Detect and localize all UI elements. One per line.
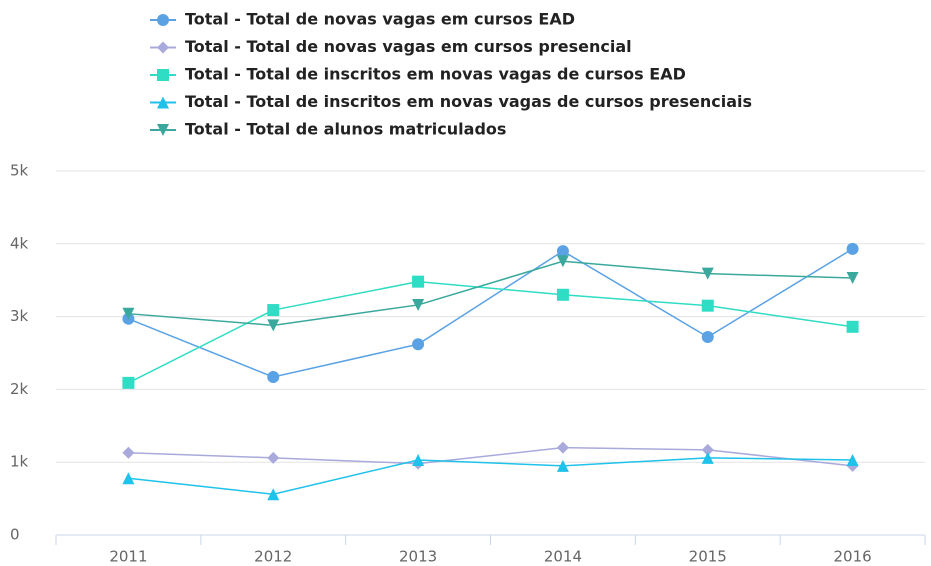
marker — [122, 446, 135, 459]
y-tick-label: 3k — [10, 307, 29, 325]
y-tick-label: 0 — [10, 526, 20, 544]
legend-label: Total - Total de alunos matriculados — [185, 120, 506, 139]
x-tick-label: 2012 — [254, 548, 292, 566]
marker — [157, 14, 169, 26]
marker — [122, 472, 135, 485]
marker — [267, 319, 280, 332]
marker — [122, 376, 135, 389]
x-tick-label: 2013 — [399, 548, 437, 566]
marker — [846, 454, 859, 467]
legend-label: Total - Total de novas vagas em cursos p… — [185, 37, 632, 56]
marker — [701, 330, 714, 343]
line — [128, 280, 853, 384]
marker — [846, 320, 859, 333]
x-tick-label: 2014 — [544, 548, 582, 566]
marker — [412, 454, 425, 467]
y-tick-label: 2k — [10, 380, 29, 398]
x-tick-label: 2015 — [689, 548, 727, 566]
marker — [412, 298, 425, 311]
marker — [267, 304, 280, 317]
marker — [157, 69, 169, 81]
marker — [412, 275, 425, 288]
marker — [412, 338, 425, 351]
marker — [556, 245, 569, 258]
marker — [556, 441, 569, 454]
marker — [122, 307, 135, 320]
line — [128, 260, 853, 327]
y-tick-label: 4k — [10, 234, 29, 252]
series — [122, 275, 859, 389]
legend-item: Total - Total de novas vagas em cursos E… — [150, 10, 575, 29]
y-tick-label: 1k — [10, 453, 29, 471]
legend-label: Total - Total de inscritos em novas vaga… — [185, 92, 752, 111]
marker — [157, 124, 169, 136]
series — [122, 242, 859, 384]
marker — [157, 96, 169, 109]
marker — [556, 459, 569, 472]
marker — [846, 272, 859, 285]
legend-item: Total - Total de inscritos em novas vaga… — [150, 92, 752, 111]
legend-label: Total - Total de inscritos em novas vaga… — [185, 65, 686, 84]
marker — [556, 288, 569, 301]
series — [122, 441, 859, 472]
x-tick-label: 2011 — [109, 548, 147, 566]
legend-item: Total - Total de novas vagas em cursos p… — [150, 37, 632, 56]
marker — [846, 242, 859, 255]
marker — [267, 371, 280, 384]
marker — [701, 443, 714, 456]
series — [122, 255, 859, 332]
marker — [701, 267, 714, 280]
legend-item: Total - Total de alunos matriculados — [150, 120, 506, 139]
marker — [267, 451, 280, 464]
legend-item: Total - Total de inscritos em novas vaga… — [150, 65, 686, 84]
marker — [701, 451, 714, 464]
series — [122, 451, 859, 501]
marker — [701, 299, 714, 312]
marker — [556, 255, 569, 268]
y-tick-label: 5k — [10, 162, 29, 180]
legend-label: Total - Total de novas vagas em cursos E… — [185, 10, 575, 29]
line — [128, 446, 853, 467]
marker — [157, 41, 169, 54]
line — [128, 248, 853, 378]
line — [128, 457, 853, 495]
x-tick-label: 2016 — [833, 548, 871, 566]
marker — [267, 488, 280, 501]
